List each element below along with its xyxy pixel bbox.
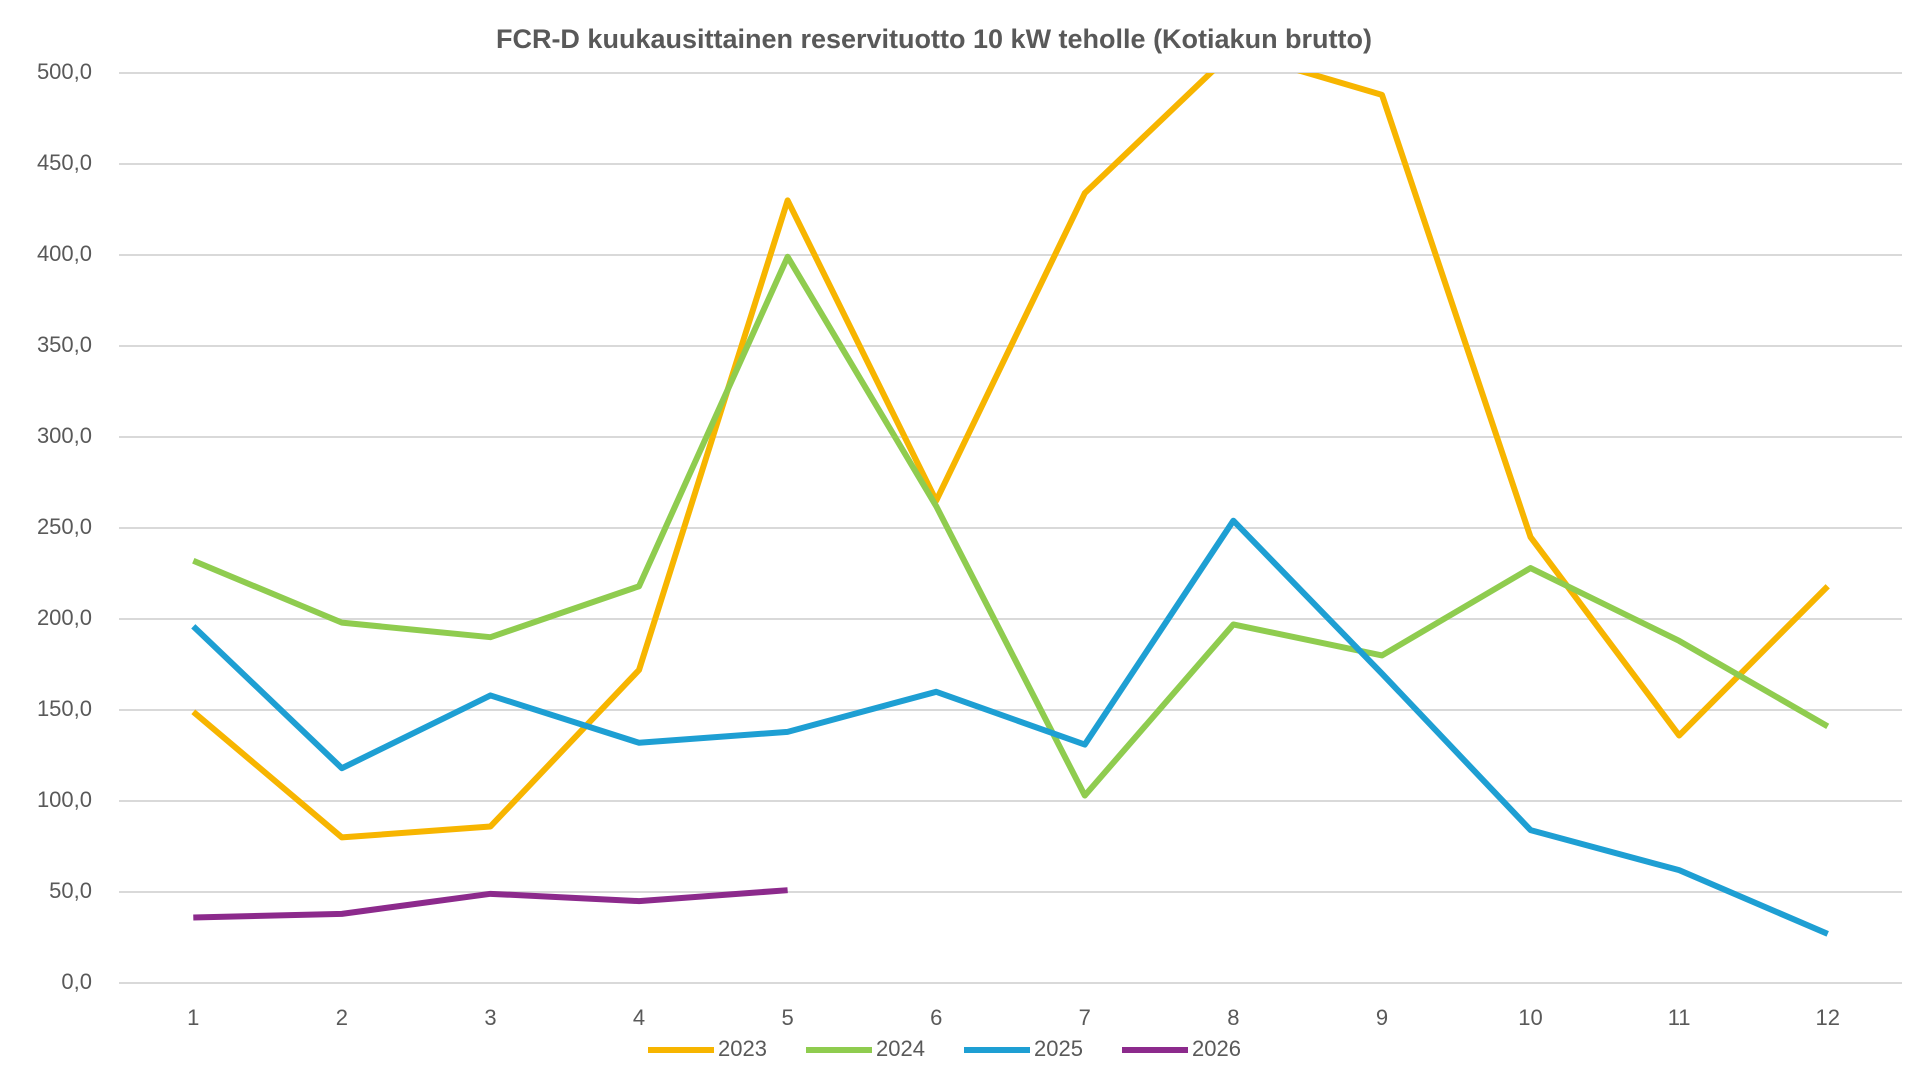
series-line xyxy=(192,253,1830,799)
legend-label: 2024 xyxy=(876,1036,925,1061)
legend-label: 2025 xyxy=(1034,1036,1083,1061)
legend-label: 2026 xyxy=(1192,1036,1241,1061)
x-tick-label: 12 xyxy=(1815,1005,1839,1030)
x-tick-label: 4 xyxy=(633,1005,645,1030)
y-tick-label: 350,0 xyxy=(37,332,92,357)
y-tick-label: 200,0 xyxy=(37,605,92,630)
plot-area xyxy=(191,73,1830,937)
y-tick-label: 450,0 xyxy=(37,150,92,175)
y-tick-label: 400,0 xyxy=(37,241,92,266)
y-tick-label: 100,0 xyxy=(37,787,92,812)
legend-label: 2023 xyxy=(718,1036,767,1061)
series-line xyxy=(191,73,1830,841)
x-tick-label: 8 xyxy=(1227,1005,1239,1030)
y-tick-label: 150,0 xyxy=(37,696,92,721)
x-tick-label: 6 xyxy=(930,1005,942,1030)
y-tick-label: 50,0 xyxy=(49,878,92,903)
series-line xyxy=(191,517,1829,937)
y-tick-label: 300,0 xyxy=(37,423,92,448)
y-tick-label: 250,0 xyxy=(37,514,92,539)
x-tick-label: 3 xyxy=(484,1005,496,1030)
x-tick-label: 7 xyxy=(1079,1005,1091,1030)
x-tick-label: 1 xyxy=(187,1005,199,1030)
y-tick-label: 500,0 xyxy=(37,59,92,84)
series-line xyxy=(193,887,788,921)
x-tick-label: 10 xyxy=(1518,1005,1542,1030)
chart-title: FCR-D kuukausittainen reservituotto 10 k… xyxy=(496,24,1372,54)
y-tick-label: 0,0 xyxy=(61,969,92,994)
x-tick-label: 2 xyxy=(336,1005,348,1030)
x-tick-label: 11 xyxy=(1668,1005,1691,1030)
x-tick-label: 9 xyxy=(1376,1005,1388,1030)
x-tick-label: 5 xyxy=(782,1005,794,1030)
